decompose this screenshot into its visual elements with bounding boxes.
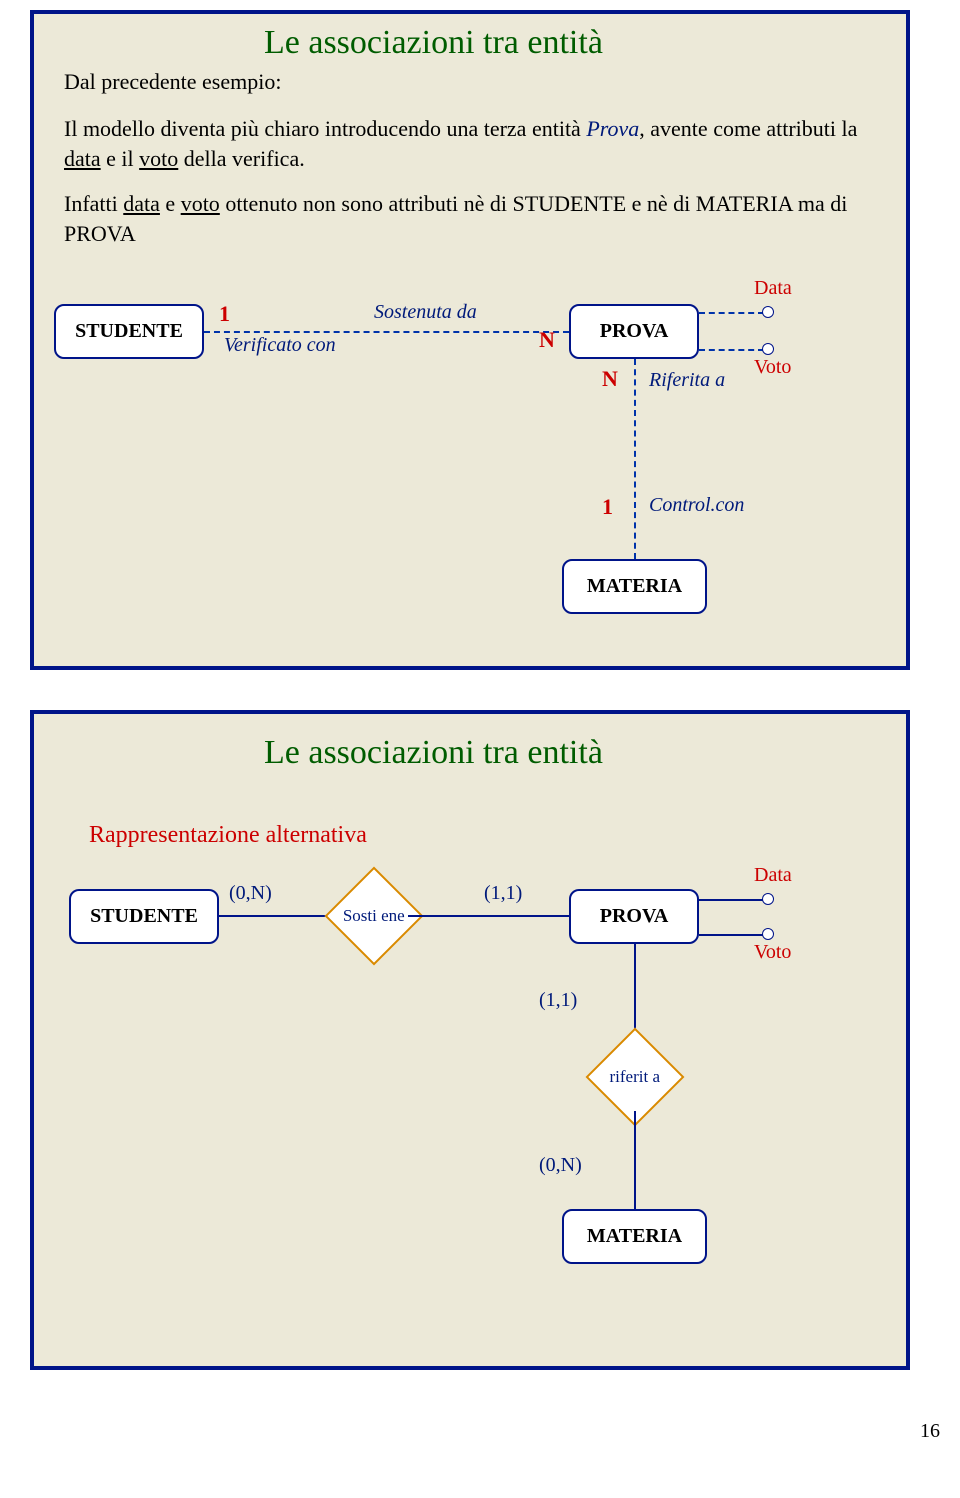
attr-data-label-2: Data bbox=[754, 864, 792, 887]
p2e: e il bbox=[101, 146, 140, 171]
entity-studente: STUDENTE bbox=[54, 304, 204, 359]
p2-voto: voto bbox=[139, 146, 178, 171]
entity-studente-2: STUDENTE bbox=[69, 889, 219, 944]
attr-voto-circle-2 bbox=[762, 928, 774, 940]
card-0n-left: (0,N) bbox=[229, 882, 272, 905]
p2-prova: Prova bbox=[586, 116, 639, 141]
rel-prova-materia-line bbox=[634, 359, 636, 559]
label-sostenuta: Sostenuta da bbox=[374, 301, 477, 324]
slide-1: Le associazioni tra entità Dal precedent… bbox=[30, 10, 910, 670]
attr-data-line-2 bbox=[699, 899, 764, 901]
label-riferita: Riferita a bbox=[649, 369, 725, 392]
p2a: Il modello diventa più chiaro introducen… bbox=[64, 116, 586, 141]
label-control: Control.con bbox=[649, 494, 744, 517]
p3-data: data bbox=[123, 191, 160, 216]
card-1-studente: 1 bbox=[219, 301, 230, 327]
card-11-below: (1,1) bbox=[539, 989, 577, 1012]
p3-voto: voto bbox=[181, 191, 220, 216]
slide1-p3: Infatti data e voto ottenuto non sono at… bbox=[64, 189, 876, 248]
rel-riferita-label: riferit a bbox=[602, 1068, 668, 1087]
card-0n-below: (0,N) bbox=[539, 1154, 582, 1177]
page-number: 16 bbox=[0, 1410, 960, 1463]
entity-materia: MATERIA bbox=[562, 559, 707, 614]
card-1-materia: 1 bbox=[602, 494, 613, 520]
attr-voto-circle bbox=[762, 343, 774, 355]
rel-sostiene-label: Sosti ene bbox=[341, 907, 407, 926]
attr-voto-line bbox=[699, 349, 764, 351]
slide-2: Le associazioni tra entità Rappresentazi… bbox=[30, 710, 910, 1370]
slide2-alt: Rappresentazione alternativa bbox=[89, 822, 367, 849]
p3a: Infatti bbox=[64, 191, 123, 216]
attr-data-label: Data bbox=[754, 277, 792, 300]
entity-prova-2: PROVA bbox=[569, 889, 699, 944]
p2g: della verifica. bbox=[178, 146, 304, 171]
line-sosti-prova bbox=[408, 915, 569, 917]
line-stud-sosti bbox=[219, 915, 341, 917]
label-verificato: Verificato con bbox=[224, 334, 336, 357]
entity-materia-2: MATERIA bbox=[562, 1209, 707, 1264]
slide1-p1: Dal precedente esempio: bbox=[64, 69, 281, 95]
attr-data-circle-2 bbox=[762, 893, 774, 905]
entity-prova: PROVA bbox=[569, 304, 699, 359]
card-11-right: (1,1) bbox=[484, 882, 522, 905]
p2c: , avente come attributi la bbox=[639, 116, 857, 141]
attr-data-circle bbox=[762, 306, 774, 318]
p2-data: data bbox=[64, 146, 101, 171]
card-n-below-prova: N bbox=[602, 366, 618, 392]
slide2-title: Le associazioni tra entità bbox=[264, 734, 603, 772]
attr-voto-line-2 bbox=[699, 934, 764, 936]
attr-data-line bbox=[699, 312, 764, 314]
slide1-title: Le associazioni tra entità bbox=[264, 24, 603, 62]
p3c: e bbox=[160, 191, 181, 216]
rel-studente-prova-line bbox=[204, 331, 569, 333]
line-rif-mat bbox=[634, 1111, 636, 1209]
attr-voto-label-2: Voto bbox=[754, 941, 791, 964]
card-n-left-prova: N bbox=[539, 327, 555, 353]
attr-voto-label: Voto bbox=[754, 356, 791, 379]
slide1-p2: Il modello diventa più chiaro introducen… bbox=[64, 114, 876, 173]
